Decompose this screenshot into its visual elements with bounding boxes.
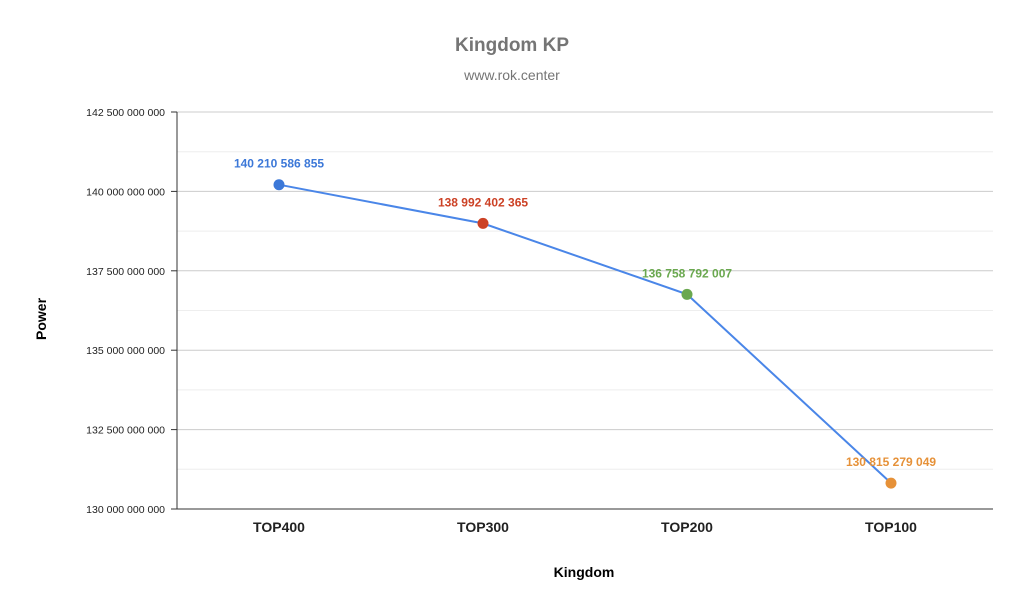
gridlines — [177, 111, 993, 470]
x-tick-label: TOP300 — [457, 519, 509, 535]
data-label: 130 815 279 049 — [846, 455, 936, 469]
data-label: 140 210 586 855 — [234, 157, 324, 171]
data-point — [477, 217, 489, 229]
data-point — [885, 477, 897, 489]
y-tick-label: 130 000 000 000 — [86, 504, 165, 516]
x-axis: TOP400 TOP300 TOP200 TOP100 — [177, 508, 993, 535]
y-tick-label: 137 500 000 000 — [86, 266, 165, 278]
data-label: 138 992 402 365 — [438, 195, 528, 209]
series-line — [278, 183, 892, 484]
x-tick-label: TOP200 — [661, 519, 713, 535]
y-axis: 130 000 000 000 132 500 000 000 135 000 00… — [86, 107, 178, 516]
y-tick-label: 142 500 000 000 — [86, 107, 165, 119]
y-tick-label: 132 500 000 000 — [86, 425, 165, 437]
x-axis-title: Kingdom — [554, 564, 615, 580]
series-power — [273, 179, 897, 489]
y-axis-title: Power — [33, 297, 49, 340]
data-label: 136 758 792 007 — [642, 266, 732, 280]
chart-title: Kingdom KP — [455, 35, 569, 56]
data-labels: 140 210 586 855 138 992 402 365 136 758 79… — [234, 157, 936, 469]
data-point — [681, 288, 693, 300]
chart-subtitle: www.rok.center — [463, 67, 560, 83]
y-tick-label: 140 000 000 000 — [86, 186, 165, 198]
y-tick-label: 135 000 000 000 — [86, 345, 165, 357]
x-tick-label: TOP100 — [865, 519, 917, 535]
data-point — [273, 179, 285, 191]
x-tick-label: TOP400 — [253, 519, 305, 535]
